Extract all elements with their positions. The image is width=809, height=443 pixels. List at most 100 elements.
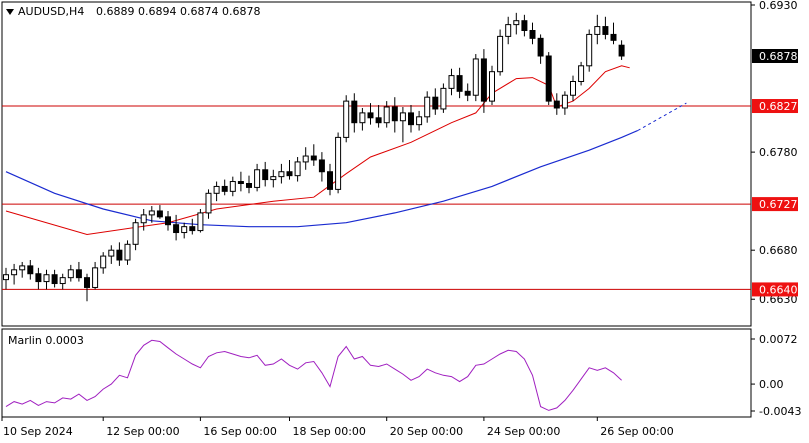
candle[interactable] <box>262 161 269 187</box>
time-tick-label: 18 Sep 00:00 <box>293 425 366 438</box>
candle[interactable] <box>440 83 447 113</box>
candle[interactable] <box>618 40 625 60</box>
candle[interactable] <box>51 269 58 288</box>
candle-body <box>594 26 601 35</box>
candle[interactable] <box>270 169 277 188</box>
candle[interactable] <box>310 144 317 166</box>
candle[interactable] <box>561 91 568 115</box>
time-axis: 10 Sep 2024 12 Sep 00:00 16 Sep 00:00 18 Se… <box>1 417 674 438</box>
candle[interactable] <box>335 132 342 194</box>
candle[interactable] <box>570 75 576 102</box>
candle-body <box>553 100 560 109</box>
candle[interactable] <box>578 61 585 86</box>
candle[interactable] <box>448 68 455 96</box>
candle[interactable] <box>132 218 139 251</box>
candle[interactable] <box>181 222 188 239</box>
candle[interactable] <box>367 103 374 125</box>
candle-body <box>383 106 390 124</box>
candle[interactable] <box>189 218 196 235</box>
candle[interactable] <box>156 205 163 219</box>
candle-body <box>205 192 212 214</box>
candle[interactable] <box>229 176 236 197</box>
time-tick-label: 10 Sep 2024 <box>3 425 73 438</box>
price-pane[interactable] <box>1 1 752 327</box>
candle[interactable] <box>480 49 487 113</box>
candle-body <box>318 159 325 173</box>
candle[interactable] <box>246 175 252 194</box>
candle[interactable] <box>27 260 34 280</box>
oscillator-pane[interactable] <box>1 328 752 418</box>
candle[interactable] <box>351 93 358 133</box>
candle[interactable] <box>278 163 285 184</box>
candle[interactable] <box>148 206 155 223</box>
candle[interactable] <box>213 181 220 202</box>
candle[interactable] <box>399 107 406 143</box>
candle[interactable] <box>537 34 544 64</box>
candle[interactable] <box>327 163 333 196</box>
triangle-down-icon[interactable] <box>6 9 14 15</box>
candle[interactable] <box>359 107 366 131</box>
candle-body <box>489 71 495 102</box>
candle[interactable] <box>197 209 204 233</box>
candle[interactable] <box>416 110 423 131</box>
candle[interactable] <box>521 14 528 37</box>
candle[interactable] <box>391 97 398 133</box>
candle[interactable] <box>237 171 244 192</box>
candle[interactable] <box>343 95 350 143</box>
candle[interactable] <box>75 261 82 282</box>
candle[interactable] <box>59 273 66 290</box>
candle[interactable] <box>432 88 439 115</box>
ma-layer <box>5 65 687 236</box>
candle[interactable] <box>602 16 609 40</box>
candle[interactable] <box>505 16 512 45</box>
candle-body <box>140 214 147 224</box>
candle[interactable] <box>35 267 42 290</box>
candle-body <box>254 169 261 188</box>
candle[interactable] <box>408 105 414 133</box>
candle[interactable] <box>205 189 212 219</box>
candle[interactable] <box>294 157 301 182</box>
candle[interactable] <box>124 240 131 265</box>
price-axis: 0.6930 0.6780 0.6680 0.6630 0.6827 0.6727 0.66… <box>751 0 798 306</box>
candle[interactable] <box>456 67 463 99</box>
candle[interactable] <box>424 91 431 123</box>
candle[interactable] <box>254 163 261 192</box>
candle[interactable] <box>318 152 325 182</box>
candle[interactable] <box>43 269 50 290</box>
level-label-bg <box>752 197 798 212</box>
candle[interactable] <box>383 101 390 128</box>
candle[interactable] <box>19 261 26 278</box>
candle[interactable] <box>472 54 479 102</box>
candle[interactable] <box>464 83 471 102</box>
candle[interactable] <box>302 147 309 170</box>
candle[interactable] <box>140 209 147 231</box>
candle[interactable] <box>165 210 171 231</box>
candle[interactable] <box>375 105 382 128</box>
candle-body <box>116 249 123 261</box>
candle[interactable] <box>529 22 536 45</box>
candle[interactable] <box>3 267 9 290</box>
candle[interactable] <box>173 214 180 241</box>
candle[interactable] <box>84 273 90 302</box>
candle[interactable] <box>108 245 115 264</box>
candle[interactable] <box>92 261 99 290</box>
candle[interactable] <box>513 12 520 35</box>
candle-body <box>586 33 593 67</box>
candle[interactable] <box>116 242 123 266</box>
candle[interactable] <box>586 29 593 72</box>
candle[interactable] <box>610 22 617 45</box>
candle[interactable] <box>497 29 504 76</box>
candle-body <box>456 75 463 92</box>
candle[interactable] <box>100 252 107 274</box>
candle[interactable] <box>67 264 74 282</box>
candle[interactable] <box>489 65 495 106</box>
candle-body <box>100 255 107 269</box>
candle[interactable] <box>286 159 293 180</box>
candle-body <box>43 274 50 283</box>
candle-body <box>521 20 528 32</box>
candle[interactable] <box>553 93 560 115</box>
candle[interactable] <box>545 52 552 106</box>
candle[interactable] <box>594 14 601 45</box>
candle[interactable] <box>11 263 18 285</box>
candle[interactable] <box>221 179 228 196</box>
